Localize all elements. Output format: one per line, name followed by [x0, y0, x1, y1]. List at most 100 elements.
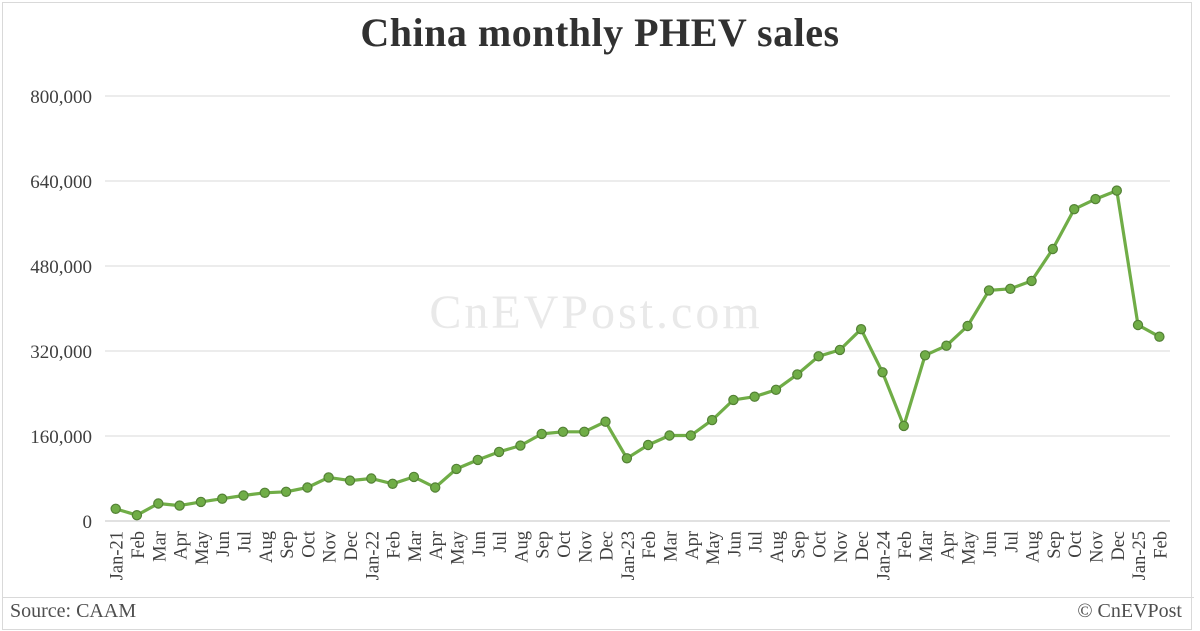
y-tick-label: 480,000: [30, 257, 92, 278]
phev-sales-line-chart: CnEVPost.com 0 160,000 320,000 480,000 640,00…: [30, 87, 1172, 580]
x-tick-label: Oct: [555, 530, 575, 558]
x-tick-label: Sep: [1045, 531, 1065, 559]
data-point: [1047, 243, 1059, 255]
x-tick-label: Aug: [512, 531, 532, 563]
data-point: [642, 439, 654, 451]
data-point: [174, 500, 185, 511]
x-tick-label: Aug: [1024, 531, 1044, 563]
x-tick-label: Sep: [278, 531, 298, 559]
data-point: [536, 428, 547, 440]
x-tick-label: Nov: [832, 530, 852, 563]
data-point: [706, 414, 718, 426]
x-tick-label: Apr: [427, 531, 447, 560]
data-point: [493, 446, 505, 458]
y-tick-label: 320,000: [30, 342, 92, 363]
x-tick-label: Apr: [172, 531, 192, 560]
x-tick-label: Jun: [725, 531, 745, 557]
data-point: [430, 482, 441, 493]
x-axis-labels: Jan-21 Feb Mar Apr May Jun Jul Aug Sep Oct Nov Dec J…: [108, 530, 1172, 580]
data-point: [749, 391, 760, 402]
data-point: [515, 440, 526, 451]
data-point: [323, 472, 334, 483]
x-tick-label: Oct: [299, 530, 319, 558]
data-point: [344, 475, 356, 486]
x-tick-label: Nov: [321, 530, 341, 563]
data-point: [728, 394, 739, 406]
data-point: [302, 482, 313, 493]
data-point: [664, 430, 675, 441]
y-gridlines: [105, 95, 1170, 522]
x-tick-label: May: [448, 530, 468, 565]
data-point: [110, 503, 121, 514]
data-point: [387, 478, 398, 489]
x-tick-label: Nov: [1087, 530, 1107, 563]
data-point: [557, 426, 569, 437]
sales-line: [114, 189, 1162, 517]
x-tick-label: Sep: [534, 531, 554, 559]
data-point: [1005, 283, 1016, 294]
data-point: [919, 350, 931, 361]
data-point: [216, 493, 228, 504]
data-point: [195, 496, 207, 508]
x-tick-label: Jan-24: [874, 531, 894, 580]
data-point: [1111, 185, 1123, 196]
x-tick-label: Nov: [576, 530, 596, 563]
watermark: CnEVPost.com: [429, 286, 762, 339]
data-point: [877, 367, 888, 378]
x-tick-label: Apr: [683, 531, 703, 560]
data-point: [1132, 319, 1144, 331]
x-tick-label: Mar: [917, 531, 937, 562]
data-point: [259, 487, 270, 498]
data-point: [131, 510, 143, 521]
data-point: [770, 384, 782, 395]
x-tick-label: May: [704, 530, 724, 565]
data-point: [280, 486, 292, 497]
data-point: [366, 473, 377, 484]
x-tick-label: Jul: [747, 531, 767, 553]
x-tick-label: May: [193, 530, 213, 565]
chart-title: China monthly PHEV sales: [360, 10, 840, 55]
data-point: [792, 369, 803, 380]
y-tick-label: 800,000: [30, 87, 92, 108]
x-tick-label: Feb: [1151, 531, 1171, 559]
data-point: [408, 471, 420, 483]
x-tick-label: Jun: [470, 531, 490, 557]
x-tick-label: Jul: [491, 531, 511, 553]
x-tick-label: Aug: [257, 531, 277, 563]
x-tick-label: Dec: [342, 531, 362, 561]
x-tick-label: Feb: [640, 531, 660, 559]
y-tick-label: 640,000: [30, 172, 92, 193]
copyright-label: © CnEVPost: [1077, 600, 1182, 622]
data-point: [983, 285, 995, 296]
x-tick-label: Jan-22: [363, 531, 383, 580]
x-tick-label: Jan-25: [1130, 531, 1150, 580]
x-tick-label: Jan-21: [108, 531, 128, 580]
x-tick-label: Jan-23: [619, 531, 639, 580]
x-tick-label: Oct: [1066, 530, 1086, 558]
data-point: [621, 453, 633, 464]
x-tick-label: Dec: [853, 531, 873, 561]
data-point: [1026, 275, 1037, 287]
x-tick-label: Mar: [661, 531, 681, 562]
x-tick-label: Oct: [811, 530, 831, 558]
x-tick-label: Jul: [235, 531, 255, 553]
data-point: [813, 351, 824, 362]
data-point: [451, 463, 462, 475]
data-point: [600, 416, 611, 427]
data-point: [898, 420, 910, 432]
x-tick-label: Jun: [214, 531, 234, 557]
data-point: [153, 498, 164, 509]
data-point: [941, 340, 952, 351]
x-tick-label: Sep: [789, 531, 809, 559]
data-point: [1090, 193, 1101, 205]
x-tick-label: Feb: [129, 531, 149, 559]
x-tick-label: Dec: [598, 531, 618, 561]
data-point: [238, 490, 249, 501]
x-tick-label: Mar: [150, 531, 170, 562]
x-tick-label: Dec: [1109, 531, 1129, 561]
y-axis-labels: 0 160,000 320,000 480,000 640,000 800,000: [30, 87, 92, 533]
x-tick-label: Aug: [768, 531, 788, 563]
y-tick-label: 160,000: [30, 427, 92, 448]
x-tick-label: Feb: [896, 531, 916, 559]
